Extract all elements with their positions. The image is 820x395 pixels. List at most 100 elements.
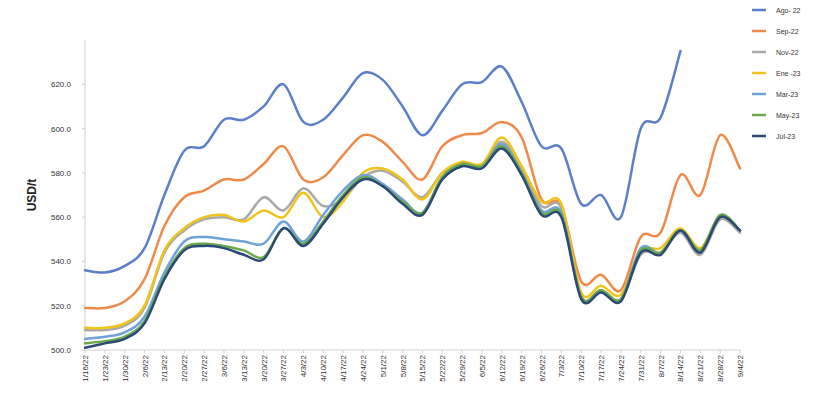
x-tick (620, 350, 621, 353)
x-tick (700, 350, 701, 353)
x-tick (343, 350, 344, 353)
series-line (85, 148, 740, 347)
legend-label: Sep-22 (776, 28, 799, 36)
x-tick-label: 7/10/22 (577, 354, 586, 381)
x-tick-label: 7/31/22 (637, 354, 646, 381)
y-tick (82, 217, 85, 218)
x-tick-label: 6/5/22 (478, 354, 487, 377)
legend: Ago- 22 Sep-22 Nov-22 Ene -23 Mar-23 May-23 Ju… (752, 7, 801, 140)
x-tick-label: 1/23/22 (101, 354, 110, 381)
x-tick-label: 4/24/22 (359, 354, 368, 381)
series-line (85, 146, 740, 343)
x-tick (442, 350, 443, 353)
y-tick-label: 600.0 (51, 125, 72, 134)
series-line (85, 122, 740, 309)
y-tick (82, 261, 85, 262)
x-tick-label: 6/26/22 (538, 354, 547, 381)
x-tick (243, 350, 244, 353)
x-tick (501, 350, 502, 353)
legend-label: Jul-23 (776, 133, 795, 140)
series-line (85, 144, 740, 339)
x-tick (561, 350, 562, 353)
x-tick (184, 350, 185, 353)
series-line (85, 137, 740, 328)
x-tick-label: 3/20/22 (260, 354, 269, 381)
x-tick-label: 4/17/22 (339, 354, 348, 381)
legend-swatch (752, 93, 766, 96)
x-tick (720, 350, 721, 353)
x-tick (144, 350, 145, 353)
x-tick (521, 350, 522, 353)
x-tick (660, 350, 661, 353)
x-tick-label: 2/27/22 (200, 354, 209, 381)
legend-swatch (752, 9, 766, 12)
plot-area (85, 51, 740, 348)
y-axis-line (85, 40, 86, 350)
x-tick (303, 350, 304, 353)
legend-swatch (752, 51, 766, 54)
x-tick-label: 3/13/22 (240, 354, 249, 381)
x-tick-label: 6/12/22 (498, 354, 507, 381)
legend-swatch (752, 135, 766, 138)
x-tick-label: 2/13/22 (160, 354, 169, 381)
x-tick (601, 350, 602, 353)
x-tick-label: 3/6/22 (220, 354, 229, 377)
x-tick-label: 8/7/22 (657, 354, 666, 377)
x-tick-label: 2/20/22 (180, 354, 189, 381)
legend-swatch (752, 114, 766, 117)
legend-label: Mar-23 (776, 91, 798, 98)
x-tick-label: 5/8/22 (399, 354, 408, 377)
x-tick-label: 3/27/22 (279, 354, 288, 381)
x-tick (481, 350, 482, 353)
x-tick (164, 350, 165, 353)
x-tick (124, 350, 125, 353)
y-tick-label: 620.0 (51, 80, 72, 89)
x-tick-label: 1/16/22 (81, 354, 90, 381)
x-tick (422, 350, 423, 353)
x-tick-label: 7/24/22 (617, 354, 626, 381)
x-tick-label: 7/3/22 (557, 354, 566, 377)
y-tick-label: 520.0 (51, 302, 72, 311)
x-tick (263, 350, 264, 353)
legend-label: Ago- 22 (776, 7, 801, 15)
x-tick (223, 350, 224, 353)
x-tick (382, 350, 383, 353)
x-axis-line (85, 350, 740, 351)
x-tick (581, 350, 582, 353)
legend-swatch (752, 30, 766, 33)
x-tick-label: 5/29/22 (458, 354, 467, 381)
y-axis-label: USD/t (25, 179, 39, 212)
x-tick (640, 350, 641, 353)
x-tick (283, 350, 284, 353)
x-tick-label: 4/10/22 (319, 354, 328, 381)
y-tick (82, 128, 85, 129)
x-tick (740, 350, 741, 353)
series-line (85, 142, 740, 331)
x-tick-label: 8/28/22 (716, 354, 725, 381)
y-tick (82, 84, 85, 85)
x-tick (462, 350, 463, 353)
legend-label: Ene -23 (776, 70, 801, 77)
x-tick-label: 8/21/22 (696, 354, 705, 381)
x-tick (402, 350, 403, 353)
legend-label: May-23 (776, 112, 799, 120)
chart: 500.0520.0540.0560.0580.0600.0620.0USD/t… (0, 0, 820, 395)
x-tick (680, 350, 681, 353)
x-tick (362, 350, 363, 353)
x-tick (541, 350, 542, 353)
y-tick (82, 172, 85, 173)
x-tick-label: 6/19/22 (518, 354, 527, 381)
x-tick (323, 350, 324, 353)
y-tick-label: 580.0 (51, 169, 72, 178)
x-tick (85, 350, 86, 353)
x-tick-label: 5/15/22 (418, 354, 427, 381)
x-tick-label: 5/22/22 (438, 354, 447, 381)
x-tick (104, 350, 105, 353)
x-tick-label: 7/17/22 (597, 354, 606, 381)
x-tick (204, 350, 205, 353)
legend-label: Nov-22 (776, 49, 799, 56)
y-tick-label: 540.0 (51, 257, 72, 266)
y-tick (82, 305, 85, 306)
x-tick-label: 5/1/22 (379, 354, 388, 377)
x-tick-label: 1/30/22 (121, 354, 130, 381)
